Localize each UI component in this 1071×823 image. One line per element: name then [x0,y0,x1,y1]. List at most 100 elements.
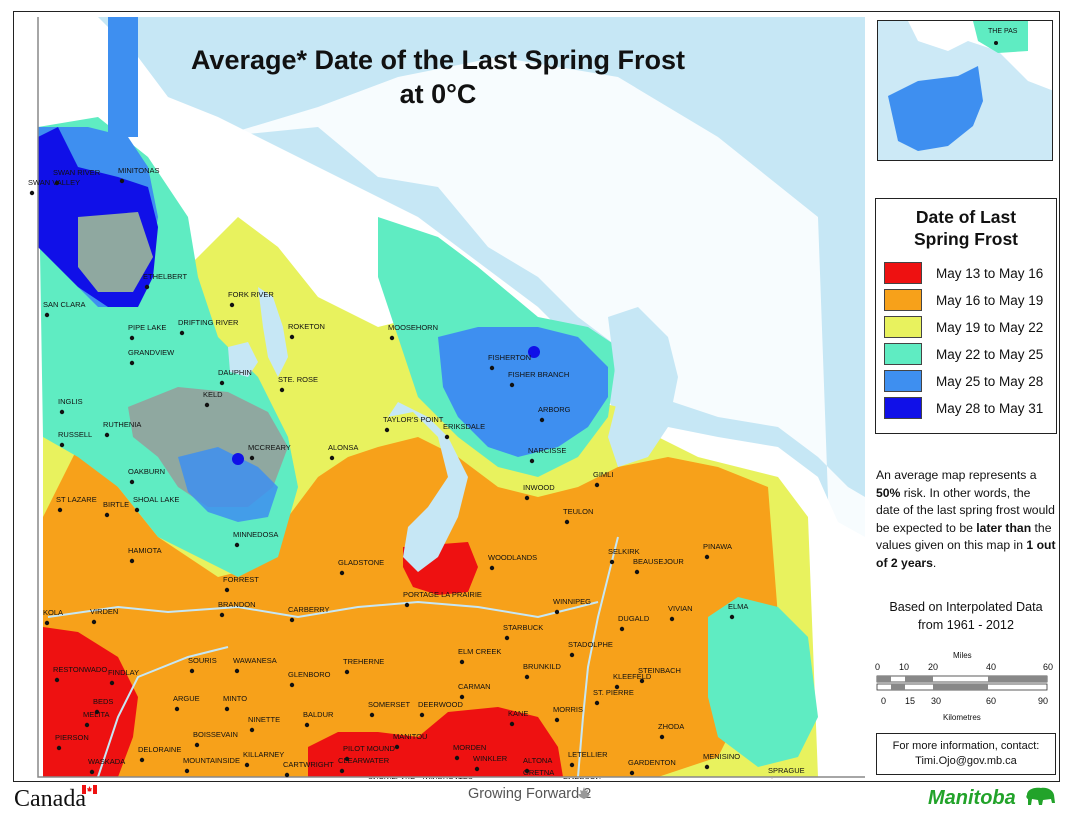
town-san-clara[interactable]: SAN CLARA [43,300,86,318]
town-letellier[interactable]: LETELLIER [568,750,608,768]
legend-label: May 25 to May 28 [936,373,1044,389]
town-minto[interactable]: MINTO [223,694,247,712]
town-waskada[interactable]: WASKADA [88,757,125,775]
town-eriksdale[interactable]: ERIKSDALE [443,422,485,440]
town-ruthenia[interactable]: RUTHENIA [103,420,141,438]
town-wawanesa[interactable]: WAWANESA [233,656,277,674]
town-starbuck[interactable]: STARBUCK [503,623,543,641]
town-cartwright[interactable]: CARTWRIGHT [283,760,334,778]
town-st-pierre[interactable]: ST. PIERRE [593,688,634,706]
town-somerset[interactable]: SOMERSET [368,700,411,718]
town-windygates[interactable]: WINDYGATES [423,776,473,779]
town-woodlands[interactable]: WOODLANDS [488,553,537,571]
town-grandview[interactable]: GRANDVIEW [128,348,175,366]
town-carberry[interactable]: CARBERRY [288,605,330,623]
town-gardenton[interactable]: GARDENTON [628,758,676,776]
town-manitou[interactable]: MANITOU [393,732,427,750]
town-brandon[interactable]: BRANDON [218,600,256,618]
town-gimli[interactable]: GIMLI [593,470,613,488]
town-ste-rose[interactable]: STE. ROSE [278,375,318,393]
town-winkler[interactable]: WINKLER [473,754,508,772]
town-findlay[interactable]: FINDLAY [108,668,139,686]
town-keld[interactable]: KELD [203,390,223,408]
town-oakburn[interactable]: OAKBURN [128,467,165,485]
town-dauphin[interactable]: DAUPHIN [218,368,252,386]
town-fisher-branch[interactable]: FISHER BRANCH [508,370,569,388]
contact-email[interactable]: Timi.Ojo@gov.mb.ca [915,755,1017,767]
town-stadolphe[interactable]: STADOLPHE [568,640,613,658]
town-drifting-river[interactable]: DRIFTING RIVER [178,318,239,336]
town-label: SPRAGUE [768,766,805,775]
town-glenboro[interactable]: GLENBORO [288,670,331,688]
town-beds[interactable]: BEDS [93,697,113,715]
town-morden[interactable]: MORDEN [453,743,486,761]
town-kola[interactable]: KOLA [43,608,63,626]
town-restonwado[interactable]: RESTONWADO [53,665,107,683]
town-st-lazare[interactable]: ST LAZARE [56,495,97,513]
town-winnipeg[interactable]: WINNIPEG [553,597,591,615]
town-boissevain[interactable]: BOISSEVAIN [193,730,238,748]
town-deloraine[interactable]: DELORAINE [138,745,181,763]
town-altona[interactable]: ALTONA [523,756,552,774]
town-inwood[interactable]: INWOOD [523,483,555,501]
town-birtle[interactable]: BIRTLE [103,500,129,518]
town-kleefeld[interactable]: KLEEFELD [613,672,652,690]
town-swan-valley[interactable]: SWAN VALLEY [28,178,80,196]
town-alonsa[interactable]: ALONSA [328,443,358,461]
town-gretna[interactable]: GRETNA [523,768,554,779]
town-virden[interactable]: VIRDEN [90,607,118,625]
town-elma[interactable]: ELMA [728,602,748,620]
town-minnedosa[interactable]: MINNEDOSA [233,530,278,548]
town-selkirk[interactable]: SELKIRK [608,547,640,565]
town-hamiota[interactable]: HAMIOTA [128,546,162,564]
town-inglis[interactable]: INGLIS [58,397,83,415]
town-ninette[interactable]: NINETTE [248,715,280,733]
town-pipe-lake[interactable]: PIPE LAKE [128,323,166,341]
town-zhoda[interactable]: ZHODA [658,722,684,740]
town-shoal-lake[interactable]: SHOAL LAKE [133,495,179,513]
town-fisherton[interactable]: FISHERTON [488,353,531,371]
town-kane[interactable]: KANE [508,709,528,727]
town-menisino[interactable]: MENISINO [703,752,740,770]
town-swan-river[interactable]: SWAN RIVER [53,168,101,186]
town-dugald[interactable]: DUGALD [618,614,650,632]
frost-map[interactable]: SWAN RIVER MINITONAS SWAN VALLEY ETHELBERT S… [18,17,865,779]
town-brunkild[interactable]: BRUNKILD [523,662,562,680]
town-melita[interactable]: MELITA [83,710,110,728]
town-morris[interactable]: MORRIS [553,705,583,723]
town-treherne[interactable]: TREHERNE [343,657,384,675]
town-pilot-mound[interactable]: PILOT MOUND [343,744,396,762]
town-vivian[interactable]: VIVIAN [668,604,693,622]
town-mountainside[interactable]: MOUNTAINSIDE [183,756,240,774]
town-taylor-s-point[interactable]: TAYLOR'S POINT [383,415,444,433]
town-killarney[interactable]: KILLARNEY [243,750,284,768]
town-mccreary[interactable]: MCCREARY [248,443,291,461]
town-pinawa[interactable]: PINAWA [703,542,732,560]
town-baldur[interactable]: BALDUR [303,710,334,728]
town-elm-creek[interactable]: ELM CREEK [458,647,501,665]
town-forrest[interactable]: FORREST [223,575,259,593]
town-snowflake[interactable]: SNOWFLAKE [368,776,415,779]
town-moosehorn[interactable]: MOOSEHORN [388,323,438,341]
town-portage-la-prairie[interactable]: PORTAGE LA PRAIRIE [403,590,482,608]
town-teulon[interactable]: TEULON [563,507,593,525]
town-clearwater[interactable]: CLEARWATER [338,756,390,774]
town-argue[interactable]: ARGUE [173,694,200,712]
town-minitonas[interactable]: MINITONAS [118,166,160,184]
town-souris[interactable]: SOURIS [188,656,217,674]
town-label: FISHER BRANCH [508,370,569,379]
town-narcisse[interactable]: NARCISSE [528,446,566,464]
town-arborg[interactable]: ARBORG [538,405,571,423]
town-beausejour[interactable]: BEAUSEJOUR [633,557,684,575]
town-gladstone[interactable]: GLADSTONE [338,558,384,576]
town-ethelbert[interactable]: ETHELBERT [143,272,187,290]
town-fork-river[interactable]: FORK RIVER [228,290,274,308]
town-deerwood[interactable]: DEERWOOD [418,700,463,718]
town-steinbach[interactable]: STEINBACH [638,666,681,684]
town-roketon[interactable]: ROKETON [288,322,325,340]
town-russell[interactable]: RUSSELL [58,430,92,448]
town-carman[interactable]: CARMAN [458,682,491,700]
town-sprague[interactable]: SPRAGUE [768,766,805,779]
town-emerson[interactable]: EMERSON [563,776,601,779]
town-pierson[interactable]: PIERSON [55,733,89,751]
